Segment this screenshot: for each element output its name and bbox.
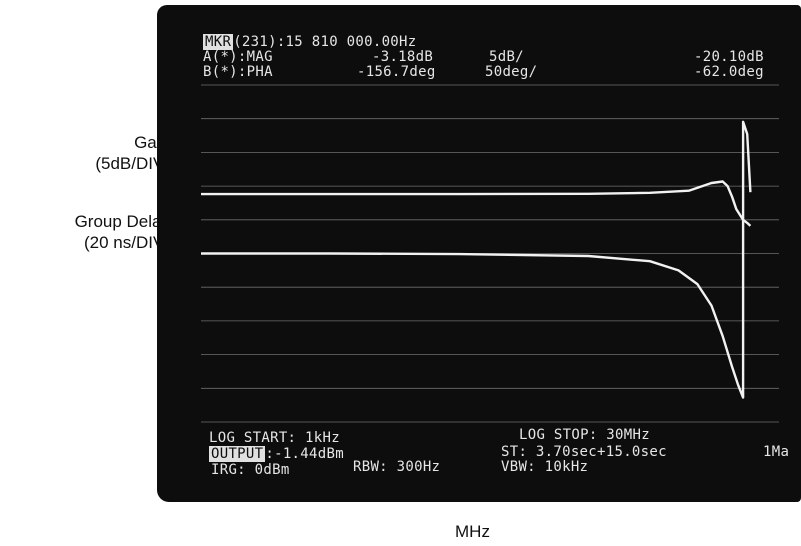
trace-a-value: -3.18dB xyxy=(372,49,434,65)
trace-b-value: -156.7deg xyxy=(357,64,436,80)
vbw-setting: VBW: 10kHz xyxy=(501,459,589,475)
trace-b-name: B(*):PHA xyxy=(203,64,273,80)
trace-a-name: A(*):MAG xyxy=(203,49,273,65)
gain-trace xyxy=(201,180,752,227)
sweep-time: ST: 3.70sec+15.0sec xyxy=(501,444,667,460)
trace-group xyxy=(201,120,752,399)
delay-scale-text: (20 ns/DIV) xyxy=(84,233,170,252)
analyzer-screen: MKR (231):15 810 000.00Hz A(*):MAG -3.18d… xyxy=(157,5,801,502)
group-delay-axis-label: Group Delay (20 ns/DIV) xyxy=(5,211,170,253)
marker-line: MKR (231):15 810 000.00Hz xyxy=(203,34,417,50)
trace-b-scale: 50deg/ xyxy=(485,64,538,80)
irg-setting: IRG: 0dBm xyxy=(211,462,290,478)
marker-value: (231):15 810 000.00Hz xyxy=(233,34,417,50)
plot-area xyxy=(201,84,779,423)
trace-a-scale: 5dB/ xyxy=(489,49,524,65)
mode-label: 1Ma xyxy=(763,444,790,460)
log-start: LOG START: 1kHz xyxy=(209,430,340,446)
rbw-setting: RBW: 300Hz xyxy=(353,459,441,475)
delay-label-text: Group Delay xyxy=(74,212,170,231)
output-tag: OUTPUT xyxy=(209,446,266,462)
trace-b-ref: -62.0deg xyxy=(694,64,764,80)
output-line: OUTPUT:-1.44dBm xyxy=(209,446,344,462)
gain-label-text: Gain xyxy=(134,133,170,152)
group-delay-trace xyxy=(201,120,752,399)
gain-scale-text: (5dB/DIV) xyxy=(95,154,170,173)
log-stop: LOG STOP: 30MHz xyxy=(519,427,650,443)
gain-axis-label: Gain (5dB/DIV) xyxy=(40,132,170,174)
trace-a-ref: -20.10dB xyxy=(694,49,764,65)
output-value: :-1.44dBm xyxy=(265,446,344,462)
marker-tag: MKR xyxy=(203,34,234,50)
x-axis-unit: MHz xyxy=(455,522,490,541)
